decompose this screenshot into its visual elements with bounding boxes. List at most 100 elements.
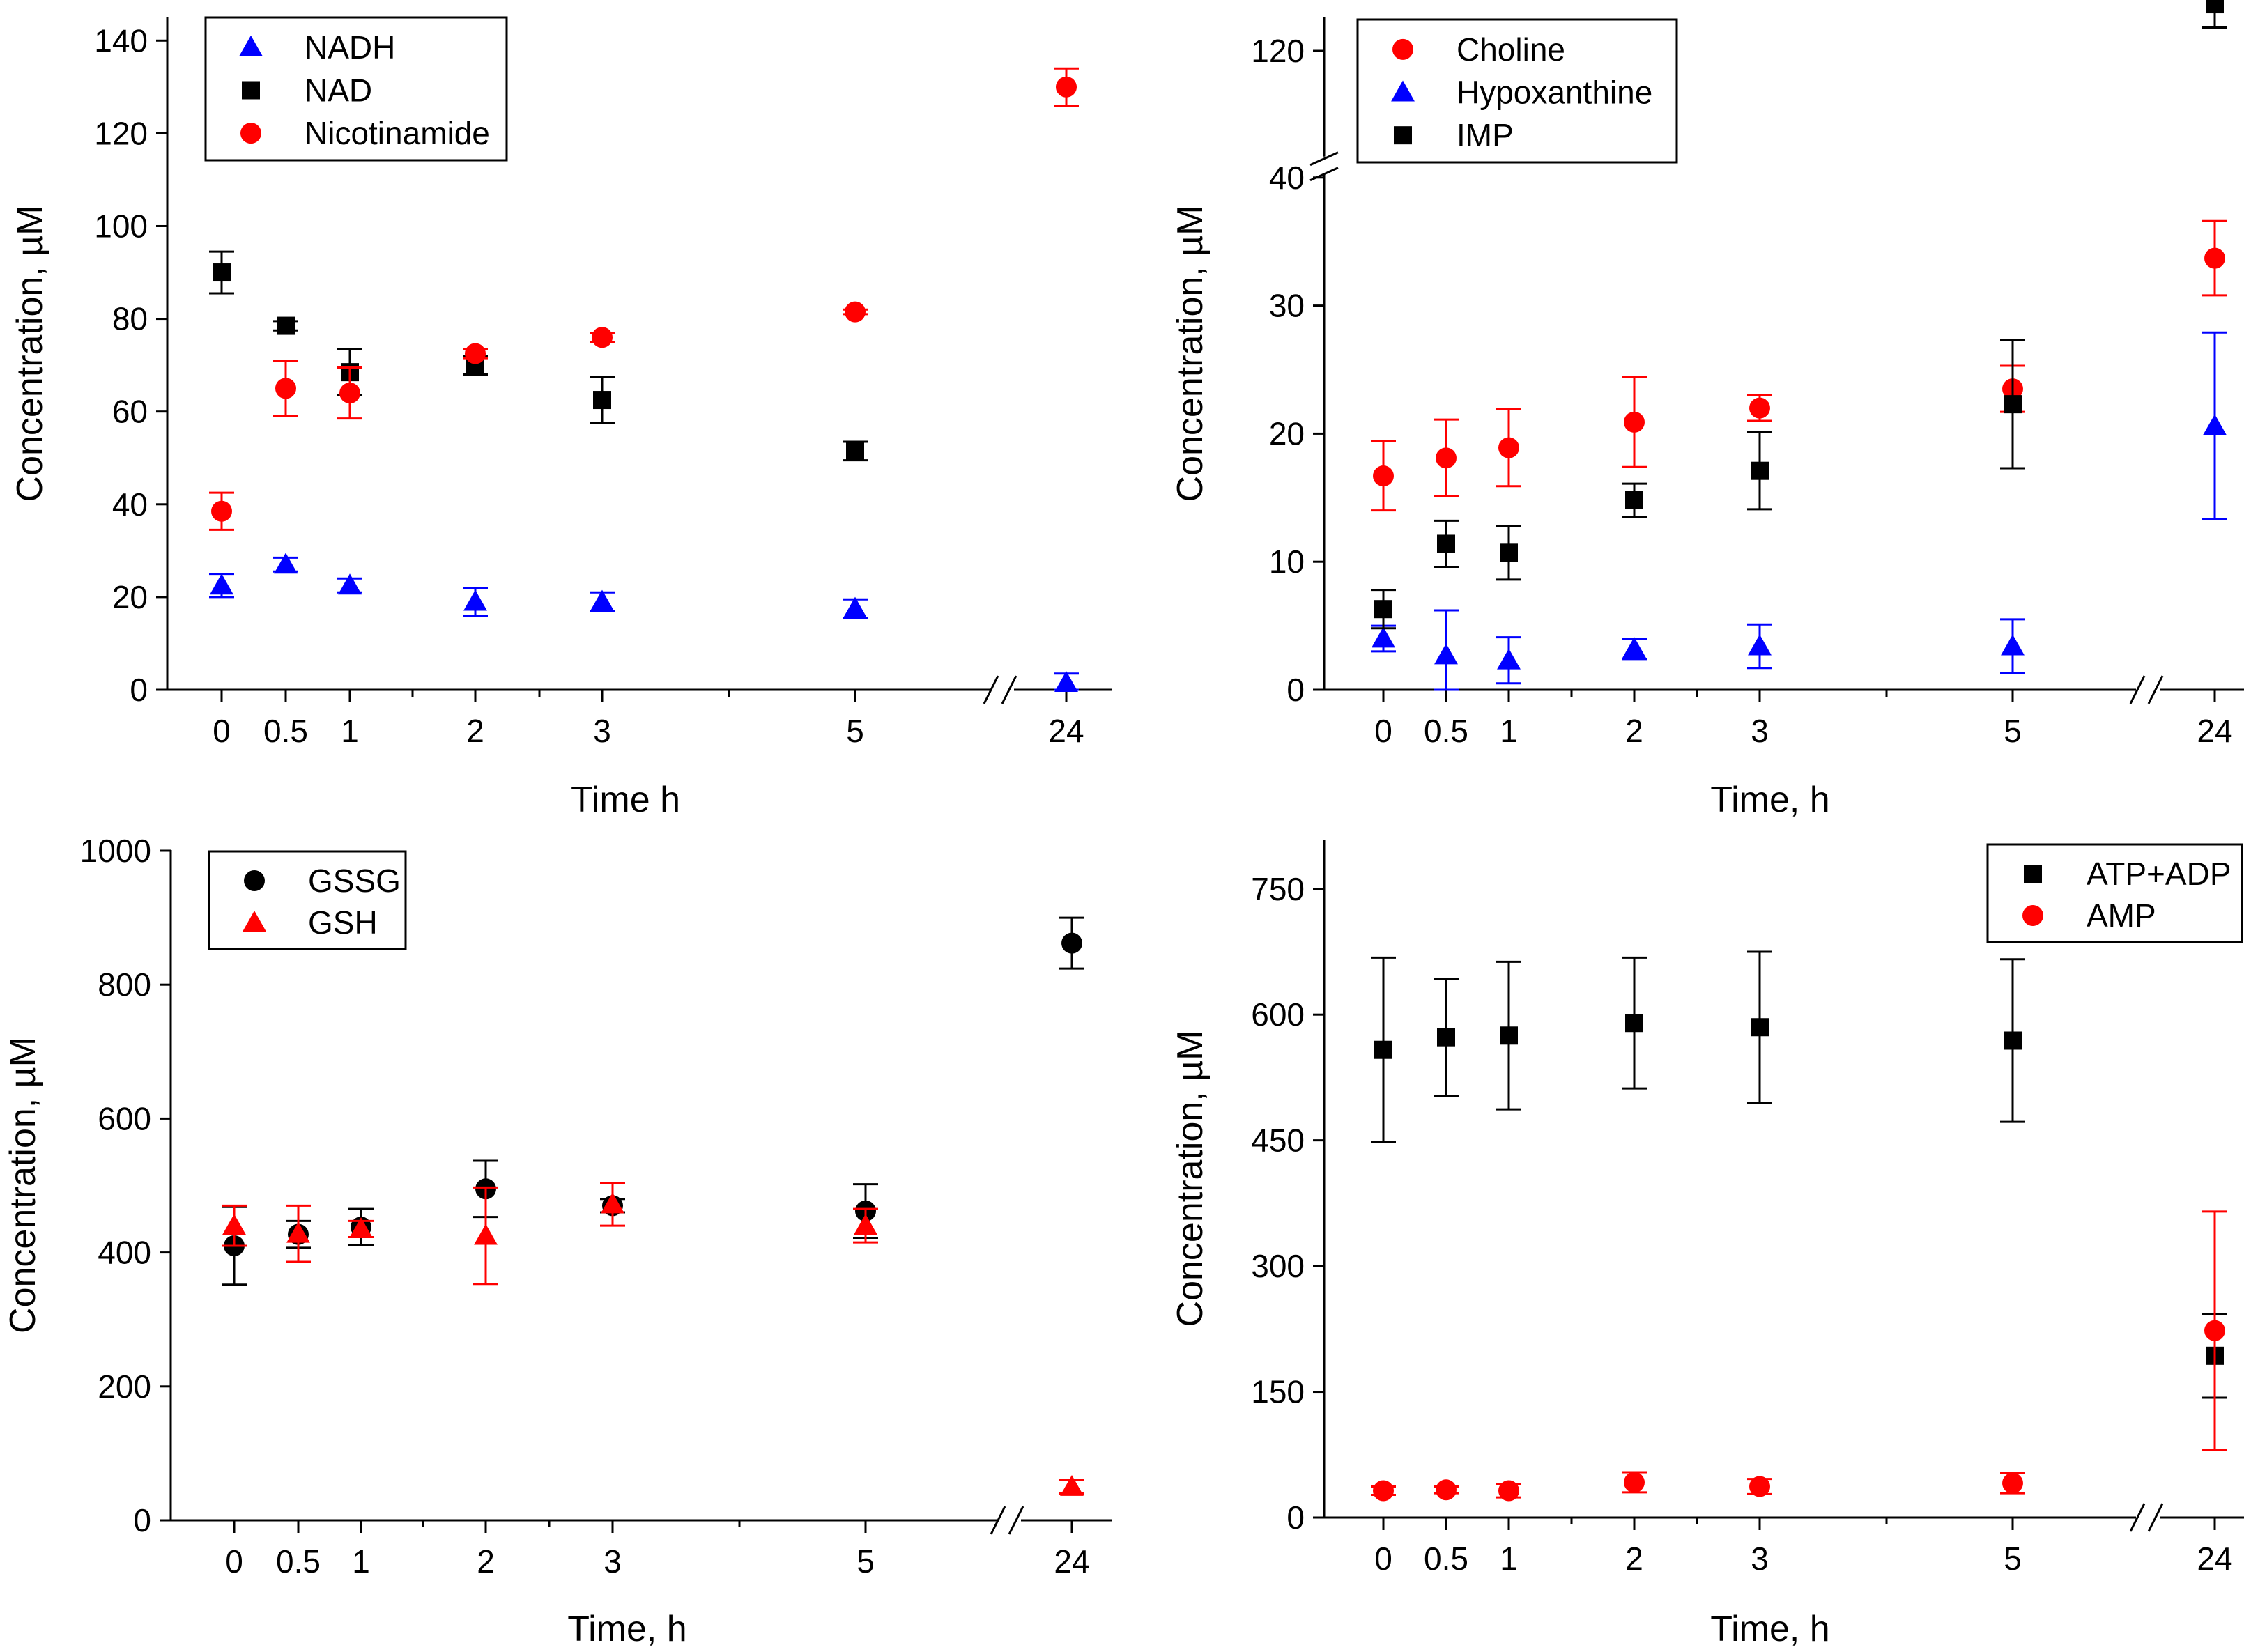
data-point [2204,247,2225,269]
x-tick-label: 0 [1374,1541,1392,1577]
x-tick-label: 3 [1751,713,1769,749]
data-point [2002,1472,2023,1494]
data-point [465,343,486,364]
y-tick-label: 140 [94,22,148,59]
x-tick-label: 3 [593,713,611,749]
y-tick-label: 0 [1286,1499,1305,1536]
chart-panel-bottom-left: 0 200 400 600 800 1000 0 0.5 1 2 3 5 24 Time, h Concen… [3,833,1112,1649]
data-point [1625,1014,1643,1033]
data-point [2203,414,2227,435]
y-tick-label: 20 [112,579,148,615]
x-tick-label: 1 [341,713,359,749]
y-tick-label: 120 [1251,33,1305,69]
y-tick-label: 600 [98,1100,151,1136]
series-choline [1371,219,2227,512]
data-point [277,316,295,335]
y-tick-label: 60 [112,394,148,430]
legend-label: Choline [1457,31,1565,68]
x-tick-label: 2 [1625,713,1643,749]
x-tick-label: 5 [2004,713,2022,749]
data-point [1625,491,1643,509]
y-tick-label: 600 [1251,996,1305,1033]
legend-marker [239,35,263,56]
data-point [1497,648,1521,670]
data-point [1436,1479,1457,1501]
data-point [1500,1026,1518,1045]
data-point [349,1217,373,1238]
x-axis-break-mark [2147,1503,2164,1532]
data-point [1498,1480,1519,1502]
data-point [339,383,360,404]
series-amp [1371,1210,2227,1502]
data-point [1436,447,1457,469]
x-tick-label: 1 [352,1543,370,1580]
y-tick-label: 400 [98,1235,151,1271]
x-axis-break-mark [983,675,999,704]
data-point [1373,465,1394,487]
legend-box [1986,843,2243,943]
x-tick-label: 0.5 [1424,713,1468,749]
data-point [601,1192,624,1214]
data-point [1374,1040,1392,1059]
y-tick-label: 200 [98,1368,151,1405]
data-point [854,1214,877,1235]
data-point [474,1223,498,1245]
data-point [274,553,298,574]
y-axis-label: Concentration, µM [3,1037,43,1334]
x-tick-label: 2 [477,1543,495,1580]
data-point [1434,643,1458,665]
x-axis-break-mark [990,1506,1006,1535]
x-tick-label: 24 [2197,1541,2232,1577]
legend: ATP+ADP AMP [1986,843,2243,943]
data-point [1498,437,1519,458]
y-tick-label: 40 [1269,160,1305,196]
series-imp [1371,0,2227,630]
data-point [590,589,614,611]
y-axis-label: Concentration, µM [10,206,50,502]
y-tick-label: 80 [112,301,148,337]
x-axis-break-mark [2147,675,2164,704]
data-point [1372,626,1395,648]
data-point [1749,397,1770,419]
legend-marker [2024,865,2042,883]
x-axis-break-mark [2129,1503,2146,1532]
chart-panel-bottom-right: 0 150 300 450 600 750 0 0.5 1 2 3 5 24 Time, h Concent… [1170,840,2244,1649]
data-point [1500,543,1518,562]
series-nicotinamide [209,67,1079,531]
data-point [1061,932,1082,954]
x-axis-label: Time, h [1710,1609,1829,1649]
data-point [592,327,613,348]
x-tick-label: 3 [604,1543,622,1580]
y-axis-break-mark [1309,151,1339,167]
chart-panel-top-left: 0 20 40 60 80 100 120 140 0 0.5 1 2 3 5 24 Time h Concen… [10,16,1112,820]
y-tick-label: 40 [112,486,148,523]
legend-marker [2022,905,2043,926]
data-point [2204,1320,2225,1341]
x-tick-label: 0 [213,713,231,749]
data-point [213,263,231,282]
legend-label: NADH [305,29,395,65]
series-hypoxanthine [1371,331,2227,691]
x-tick-label: 5 [2004,1541,2022,1577]
data-point [286,1221,310,1243]
legend-marker [242,81,260,100]
data-point [2001,634,2025,656]
legend-marker [243,911,266,932]
legend-label: IMP [1457,117,1514,153]
x-tick-label: 5 [856,1543,875,1580]
legend-label: ATP+ADP [2087,856,2231,892]
x-tick-label: 24 [1048,713,1084,749]
data-point [1622,637,1646,658]
data-point [338,573,362,595]
data-point [1749,1476,1770,1497]
legend-label: GSSG [308,863,401,899]
x-tick-label: 1 [1500,713,1518,749]
data-point [845,301,866,323]
y-tick-label: 30 [1269,288,1305,324]
y-tick-label: 1000 [80,833,151,869]
x-tick-label: 0.5 [1424,1541,1468,1577]
x-tick-label: 0.5 [263,713,308,749]
data-point [593,391,611,410]
y-tick-label: 0 [1286,672,1305,708]
